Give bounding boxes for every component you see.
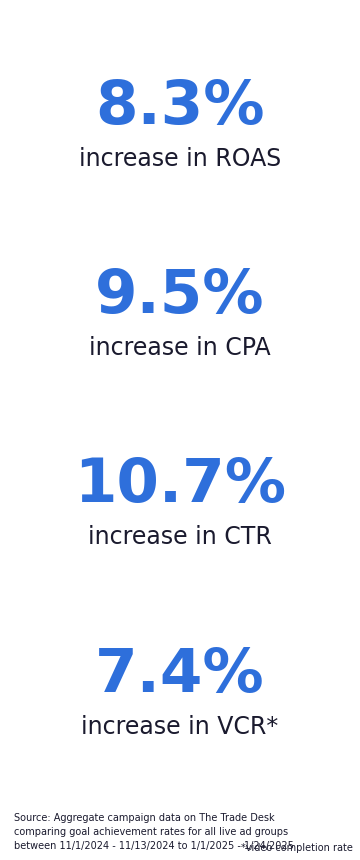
- Text: 10.7%: 10.7%: [74, 457, 286, 515]
- Text: 7.4%: 7.4%: [95, 646, 265, 704]
- Text: *video completion rate: *video completion rate: [241, 843, 353, 853]
- Text: 8.3%: 8.3%: [95, 78, 265, 137]
- Text: 9.5%: 9.5%: [95, 267, 265, 326]
- Text: increase in ROAS: increase in ROAS: [79, 147, 281, 171]
- Text: Source: Aggregate campaign data on The Trade Desk
comparing goal achievement rat: Source: Aggregate campaign data on The T…: [14, 813, 294, 851]
- Text: increase in CPA: increase in CPA: [89, 336, 271, 360]
- Text: increase in CTR: increase in CTR: [88, 525, 272, 550]
- Text: increase in VCR*: increase in VCR*: [81, 715, 279, 739]
